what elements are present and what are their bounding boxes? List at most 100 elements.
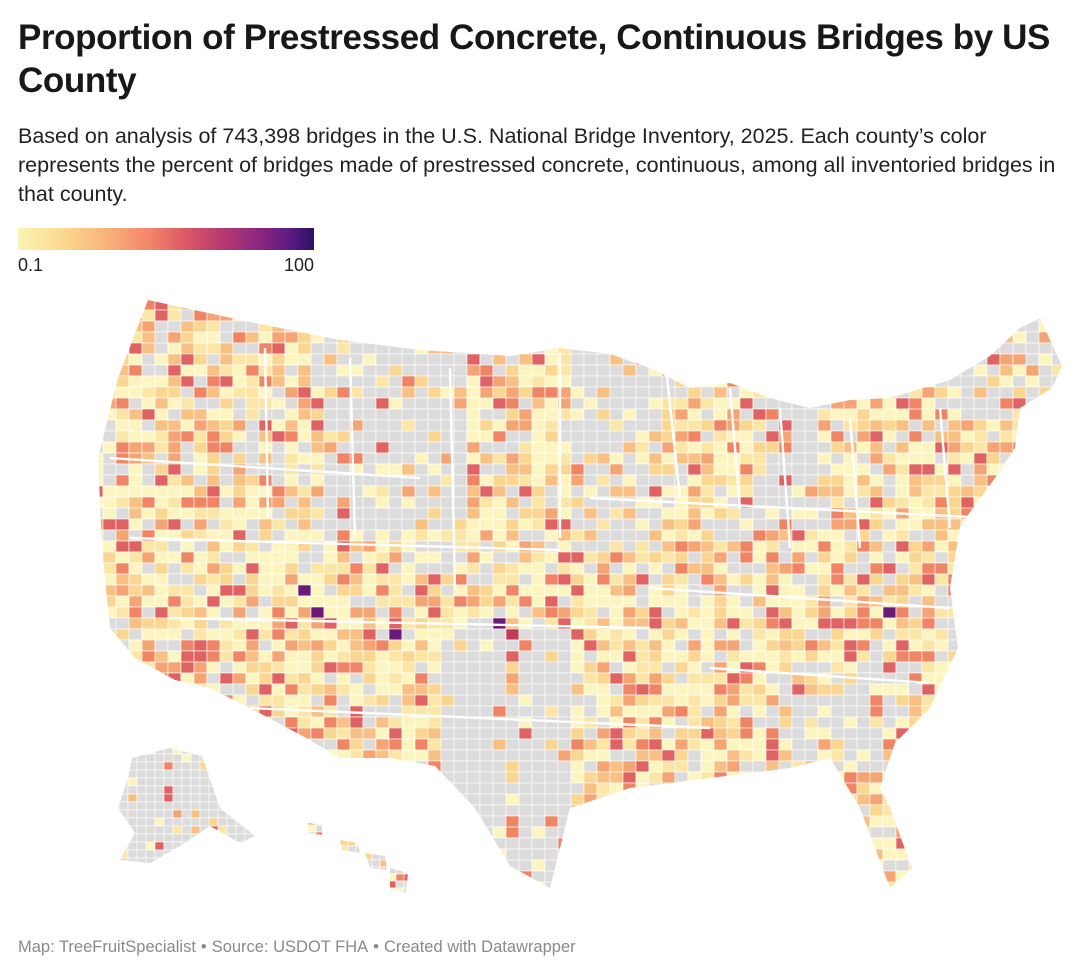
county-cell (349, 881, 364, 888)
county-cell (505, 650, 520, 663)
county-cell (479, 364, 494, 377)
county-cell (895, 837, 910, 850)
county-cell (804, 826, 819, 839)
county-cell (505, 584, 520, 597)
county-cell (1065, 805, 1070, 816)
county-cell (973, 793, 988, 806)
county-cell (414, 859, 429, 872)
county-cell (388, 804, 403, 817)
county-cell (518, 628, 533, 641)
county-cell (271, 870, 286, 883)
county-cell (331, 852, 341, 861)
county-cell (115, 529, 130, 542)
county-cell (180, 848, 195, 861)
county-cell (973, 672, 988, 685)
county-cell (908, 430, 923, 443)
county-cell (791, 573, 806, 586)
county-cell (271, 419, 286, 432)
county-cell (362, 683, 377, 696)
county-cell (622, 529, 637, 542)
county-cell (674, 672, 689, 685)
county-cell (609, 408, 624, 421)
county-cell (856, 848, 871, 861)
county-cell (1038, 760, 1053, 773)
county-cell (492, 309, 507, 322)
county-cell (557, 771, 572, 784)
county-cell (1025, 320, 1040, 333)
county-cell (518, 683, 533, 696)
county-cell (1025, 353, 1040, 366)
county-cell (740, 893, 753, 904)
county-cell (427, 870, 442, 883)
county-cell (726, 397, 741, 410)
county-cell (856, 793, 871, 806)
county-cell (380, 895, 388, 902)
county-cell (1012, 408, 1027, 421)
county-cell (466, 551, 481, 564)
county-cell (921, 760, 936, 773)
county-cell (661, 485, 676, 498)
county-cell (947, 815, 962, 828)
county-cell (570, 606, 585, 619)
county-cell (154, 881, 169, 888)
county-cell (137, 738, 146, 746)
county-cell (118, 748, 129, 755)
county-cell (219, 859, 234, 872)
county-cell (505, 639, 520, 652)
county-cell (843, 826, 858, 839)
county-cell (999, 507, 1014, 520)
county-cell (1025, 804, 1040, 817)
county-cell (180, 672, 195, 685)
county-cell (778, 870, 793, 883)
county-cell (371, 823, 381, 826)
county-cell (947, 738, 962, 751)
county-cell (635, 342, 650, 355)
county-cell (492, 738, 507, 751)
county-cell (830, 463, 845, 476)
county-cell (297, 595, 312, 608)
county-cell (310, 870, 325, 883)
county-cell (284, 650, 299, 663)
county-cell (766, 288, 779, 299)
county-cell (687, 749, 702, 762)
county-cell (856, 859, 871, 872)
county-cell (856, 375, 871, 388)
county-cell (1065, 409, 1070, 420)
county-cell (596, 331, 611, 344)
county-cell (388, 760, 403, 773)
county-cell (154, 540, 169, 553)
county-cell (336, 606, 351, 619)
county-cell (136, 761, 147, 771)
county-cell (232, 452, 247, 465)
county-cell (375, 320, 390, 333)
county-cell (674, 485, 689, 498)
county-cell (375, 529, 390, 542)
county-cell (167, 375, 182, 388)
county-cell (908, 760, 923, 773)
county-cell (908, 320, 923, 333)
county-cell (596, 793, 611, 806)
county-cell (648, 419, 663, 432)
county-cell (934, 300, 949, 311)
county-cell (219, 529, 234, 542)
county-cell (700, 771, 715, 784)
county-cell (960, 342, 975, 355)
county-cell (1065, 772, 1070, 783)
county-cell (155, 288, 168, 299)
county-cell (713, 595, 728, 608)
county-cell (245, 749, 260, 762)
county-cell (609, 331, 624, 344)
county-cell (921, 639, 936, 652)
county-cell (492, 782, 507, 795)
county-cell (687, 661, 702, 674)
county-cell (596, 705, 611, 718)
county-cell (830, 474, 845, 487)
county-cell (297, 870, 312, 883)
county-cell (1065, 640, 1070, 651)
county-cell (245, 859, 260, 872)
county-cell (232, 397, 247, 410)
county-cell (297, 727, 312, 740)
county-cell (609, 430, 624, 443)
county-cell (882, 859, 897, 872)
county-cell (310, 342, 325, 355)
